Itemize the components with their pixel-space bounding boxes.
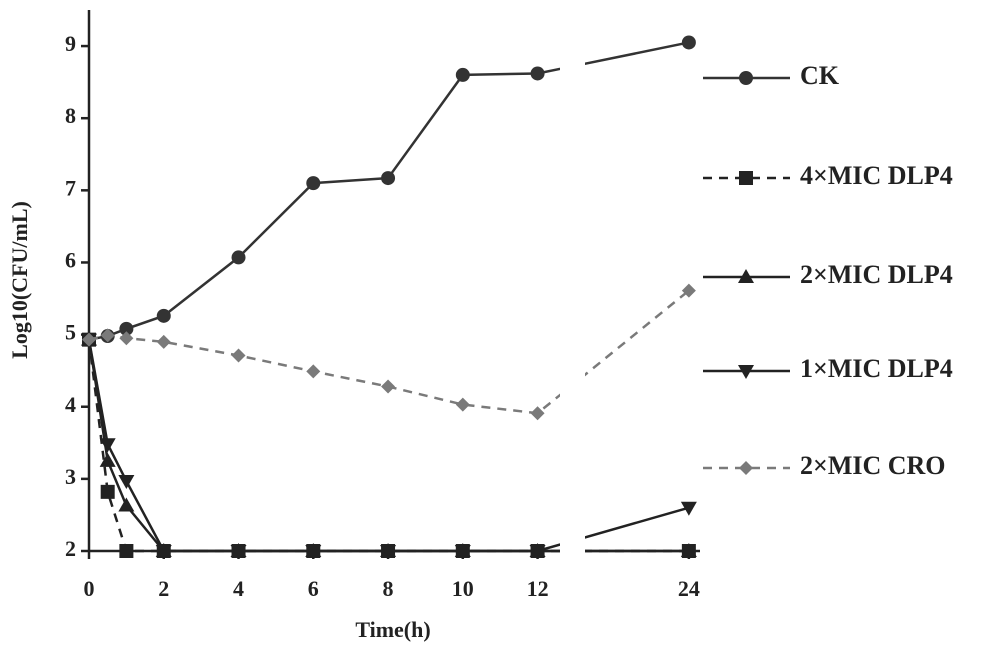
data-point <box>118 475 135 490</box>
legend-label: 1×MIC DLP4 <box>800 354 953 383</box>
y-tick-label: 3 <box>65 464 76 489</box>
data-point <box>119 321 134 336</box>
x-tick-label: 8 <box>383 576 394 601</box>
data-point <box>306 364 321 379</box>
data-point <box>306 176 321 191</box>
x-tick-label: 24 <box>678 576 700 601</box>
data-point <box>681 35 696 50</box>
series-clip <box>585 41 690 66</box>
series-line-continued <box>585 549 689 553</box>
x-axis-title: Time(h) <box>355 617 430 642</box>
x-tick-label: 10 <box>452 576 474 601</box>
series-line <box>87 339 560 553</box>
data-point <box>100 328 115 343</box>
data-point <box>156 308 171 323</box>
y-tick-label: 9 <box>65 31 76 56</box>
data-point <box>100 484 115 499</box>
data-point <box>156 334 171 349</box>
y-tick-label: 7 <box>65 175 76 200</box>
y-tick-label: 6 <box>65 248 76 273</box>
series-clip <box>585 549 689 553</box>
x-tick-label: 4 <box>233 576 244 601</box>
series-clip <box>88 334 560 415</box>
data-point <box>680 501 697 516</box>
data-point <box>529 545 546 559</box>
data-point <box>455 397 470 412</box>
y-axis-title: Log10(CFU/mL) <box>7 201 32 359</box>
series-clip <box>87 339 560 553</box>
series-clip <box>585 506 690 539</box>
data-point <box>455 67 470 82</box>
series-line-continued <box>585 41 690 66</box>
data-point <box>530 406 545 421</box>
x-tick-label: 6 <box>308 576 319 601</box>
legend-marker <box>739 461 753 475</box>
data-point <box>680 543 697 557</box>
legend-marker <box>738 269 754 283</box>
series-clip <box>585 549 689 553</box>
series-line <box>87 339 560 553</box>
data-point <box>681 283 696 298</box>
series-line <box>88 334 560 415</box>
series-clip <box>585 289 690 377</box>
y-tick-label: 4 <box>65 392 76 417</box>
data-point <box>381 171 396 186</box>
data-point <box>230 545 247 559</box>
y-tick-label: 8 <box>65 103 76 128</box>
data-point <box>119 331 134 346</box>
data-point <box>454 545 471 559</box>
series-line-continued <box>585 549 689 553</box>
x-tick-label: 2 <box>158 576 169 601</box>
data-point <box>305 545 322 559</box>
legend-label: 4×MIC DLP4 <box>800 161 953 190</box>
series-line <box>87 339 560 553</box>
data-point <box>380 545 397 559</box>
data-point <box>155 545 172 559</box>
legend-label: 2×MIC CRO <box>800 451 946 480</box>
legend-label: CK <box>800 61 840 90</box>
data-point <box>231 250 246 265</box>
y-tick-label: 2 <box>65 536 76 561</box>
data-point <box>530 66 545 81</box>
series-line <box>88 67 560 341</box>
data-point <box>231 348 246 363</box>
data-point <box>118 497 135 512</box>
series-line-continued <box>585 289 690 377</box>
series-clip <box>88 67 560 341</box>
legend-marker <box>739 71 753 85</box>
data-point <box>99 452 116 467</box>
legend-marker <box>739 171 753 185</box>
series-clip <box>87 339 560 553</box>
series-clip <box>87 339 560 553</box>
data-point <box>381 379 396 394</box>
y-tick-label: 5 <box>65 320 76 345</box>
x-tick-label: 12 <box>527 576 549 601</box>
data-point <box>99 438 116 453</box>
data-point <box>82 332 96 347</box>
series-line-continued <box>585 506 690 539</box>
legend-label: 2×MIC DLP4 <box>800 260 953 289</box>
legend-marker <box>738 365 754 379</box>
x-tick-label: 0 <box>84 576 95 601</box>
data-point <box>119 544 134 558</box>
